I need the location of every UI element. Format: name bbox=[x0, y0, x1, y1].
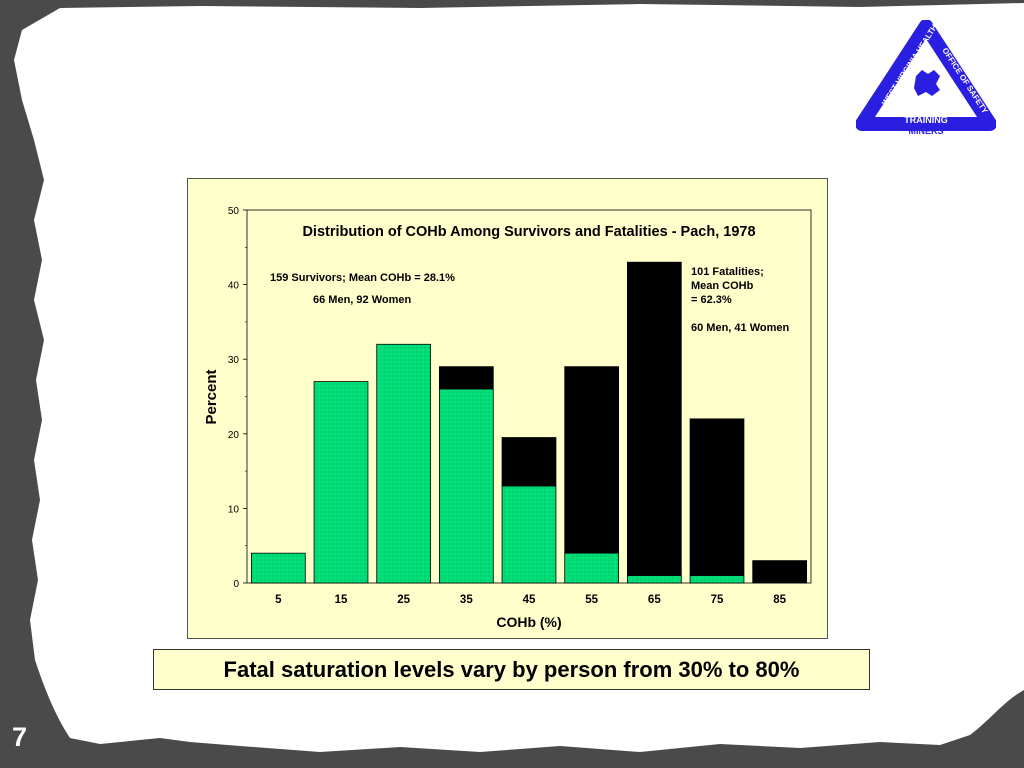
x-axis-label: COHb (%) bbox=[496, 614, 561, 630]
x-tick-label: 65 bbox=[648, 594, 661, 606]
slide-number: 7 bbox=[12, 722, 28, 752]
survivors-bar bbox=[626, 575, 682, 584]
logo-triangle bbox=[856, 20, 996, 131]
fatalities-annotation-line3: = 62.3% bbox=[691, 294, 732, 306]
fatalities-annotation-line1: 101 Fatalities; bbox=[691, 266, 764, 278]
survivors-bar bbox=[501, 485, 557, 584]
state-outline-icon bbox=[914, 70, 940, 96]
x-tick-label: 25 bbox=[397, 594, 410, 606]
fatalities-bar bbox=[501, 437, 557, 487]
caption-text: Fatal saturation levels vary by person f… bbox=[223, 656, 800, 682]
survivors-bar bbox=[376, 343, 432, 584]
logo-right-text: OFFICE OF SAFETY bbox=[940, 46, 990, 116]
x-tick-label: 45 bbox=[523, 594, 536, 606]
y-tick-label: 10 bbox=[228, 504, 240, 515]
fatalities-annotation-line2: Mean COHb bbox=[691, 280, 754, 292]
chart-panel: 0 10 20 30 40 50 5 15 25 35 45 55 65 75 85 Distributio… bbox=[187, 178, 828, 639]
x-tick-label: 5 bbox=[275, 594, 282, 606]
survivors-bar bbox=[564, 552, 620, 584]
logo-bottom-line1: TRAINING bbox=[904, 115, 948, 125]
y-tick-label: 40 bbox=[228, 281, 240, 292]
cohb-distribution-chart: 0 10 20 30 40 50 5 15 25 35 45 55 65 75 85 Distributio… bbox=[203, 206, 812, 630]
fatalities-bar bbox=[689, 418, 745, 576]
y-tick-label: 30 bbox=[228, 355, 240, 366]
y-tick-label: 0 bbox=[233, 579, 239, 590]
survivors-bar bbox=[250, 552, 306, 584]
fatalities-bar bbox=[564, 366, 620, 554]
fatalities-annotation-line4: 60 Men, 41 Women bbox=[691, 322, 789, 334]
y-tick-label: 20 bbox=[228, 430, 240, 441]
fatalities-bar bbox=[626, 261, 682, 576]
survivors-annotation-line2: 66 Men, 92 Women bbox=[313, 294, 411, 306]
y-tick-label: 50 bbox=[228, 206, 240, 217]
survivors-bar bbox=[689, 575, 745, 584]
x-tick-label: 55 bbox=[585, 594, 598, 606]
survivors-annotation-line1: 159 Survivors; Mean COHb = 28.1% bbox=[270, 272, 455, 284]
caption-box: Fatal saturation levels vary by person f… bbox=[153, 649, 870, 690]
y-axis-label: Percent bbox=[203, 369, 220, 424]
x-tick-label: 85 bbox=[773, 594, 786, 606]
plot-area: 0 10 20 30 40 50 5 15 25 35 45 55 65 75 85 bbox=[228, 206, 812, 606]
x-tick-label: 15 bbox=[335, 594, 348, 606]
wv-health-safety-logo: WEST VIRGINIA HEALTH OFFICE OF SAFETY TR… bbox=[856, 20, 996, 136]
chart-title: Distribution of COHb Among Survivors and… bbox=[302, 224, 755, 240]
fatalities-bar bbox=[438, 366, 494, 390]
fatalities-bar bbox=[752, 560, 808, 584]
survivors-bar bbox=[438, 388, 494, 584]
survivors-bar bbox=[313, 381, 369, 584]
x-tick-label: 75 bbox=[711, 594, 724, 606]
x-tick-label: 35 bbox=[460, 594, 473, 606]
logo-bottom-line2: MINERS bbox=[908, 126, 943, 136]
